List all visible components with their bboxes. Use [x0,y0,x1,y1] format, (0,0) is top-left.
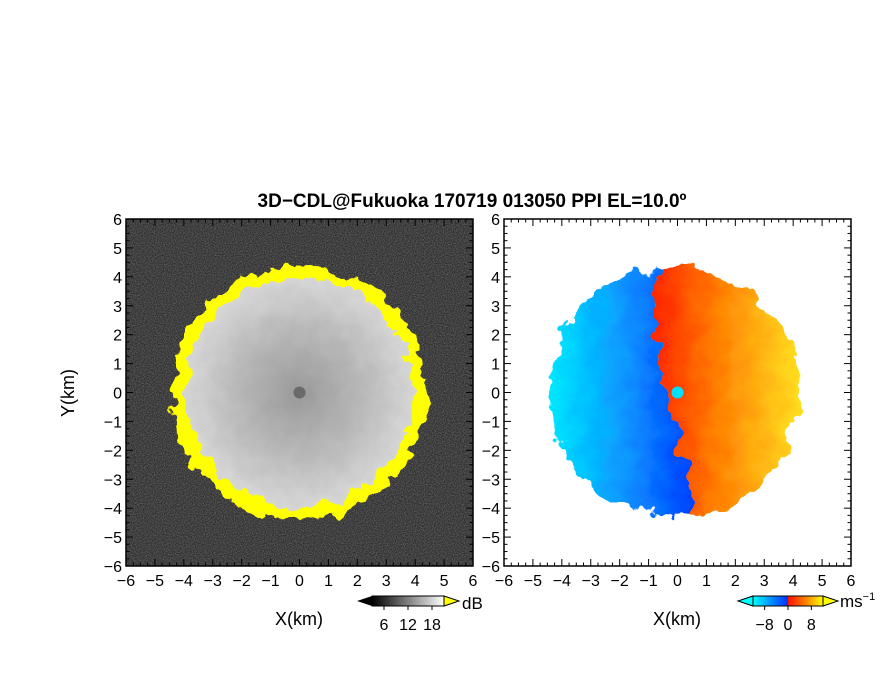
y-tick-label: −6 [104,559,122,576]
x-tick-label: −1 [639,573,657,590]
y-tick-label: 1 [491,357,500,374]
y-tick-label: −2 [104,443,122,460]
x-tick-label: −4 [553,573,571,590]
y-tick-label: −5 [482,530,500,547]
right-panel-velocity: −6 −5 −4 −3 −2 −1 0 1 2 3 4 5 6 −6 −5 −4 −3 −2 −1 0 1 2 3 4 5 6 X… [482,212,856,629]
left-y-axis-label: Y(km) [58,369,78,417]
x-tick-label: 3 [382,573,391,590]
x-tick-label: 5 [440,573,449,590]
y-tick-label: −2 [482,443,500,460]
right-colorbar-unit-exponent: −1 [863,591,876,603]
y-tick-label: −5 [104,530,122,547]
left-panel-intensity: −6 −5 −4 −3 −2 −1 0 1 2 3 4 5 6 −6 −5 −4 −3 −2 −1 0 1 2 3 4 5 6 X… [58,212,478,629]
right-colorbar-unit: ms [840,592,863,611]
right-axis-ticks: −6 −5 −4 −3 −2 −1 0 1 2 3 4 5 6 −6 −5 −4 −3 −2 −1 0 1 2 3 4 5 6 [482,212,856,590]
y-tick-label: 2 [491,328,500,345]
y-tick-label: 6 [113,212,122,229]
right-colorbar-bar [752,595,824,607]
colorbar-tick-label: 0 [784,617,793,634]
x-tick-label: 0 [673,573,682,590]
right-receding-region [654,267,800,517]
y-tick-label: −1 [104,414,122,431]
colorbar-tick-label: −8 [756,617,774,634]
y-tick-label: 6 [491,212,500,229]
x-tick-label: −2 [611,573,629,590]
x-tick-label: 1 [702,573,711,590]
x-tick-label: 2 [731,573,740,590]
left-colorbar-ticks: 6 12 18 [380,606,441,634]
y-tick-label: −3 [104,472,122,489]
y-tick-label: −1 [482,414,500,431]
x-tick-label: 3 [760,573,769,590]
left-x-axis-label: X(km) [275,609,323,629]
y-tick-label: 4 [491,270,500,287]
left-axis-ticks: −6 −5 −4 −3 −2 −1 0 1 2 3 4 5 6 −6 −5 −4 −3 −2 −1 0 1 2 3 4 5 6 [104,212,478,590]
x-tick-label: 4 [789,573,798,590]
right-colorbar-label: ms−1 [840,591,875,611]
x-tick-label: −1 [261,573,279,590]
x-tick-label: −6 [495,573,513,590]
x-tick-label: −2 [233,573,251,590]
right-radar-center [671,386,684,399]
x-tick-label: −5 [524,573,542,590]
x-tick-label: 6 [847,573,856,590]
x-tick-label: 5 [818,573,827,590]
left-colorbar-label: dB [462,594,483,613]
x-tick-label: 6 [469,573,478,590]
y-tick-label: −4 [482,501,500,518]
x-tick-label: 1 [324,573,333,590]
y-tick-label: 4 [113,270,122,287]
x-tick-label: 0 [295,573,304,590]
y-tick-label: −6 [482,559,500,576]
x-tick-label: −6 [117,573,135,590]
figure-title: 3D−CDL@Fukuoka 170719 013050 PPI EL=10.0… [258,191,687,212]
right-colorbar-under-arrow [736,595,754,607]
x-tick-label: 4 [411,573,420,590]
left-colorbar-bar [371,595,445,607]
x-tick-label: −3 [582,573,600,590]
y-tick-label: 1 [113,357,122,374]
right-colorbar-over-arrow [822,595,840,607]
y-tick-label: −3 [482,472,500,489]
y-tick-label: 0 [113,386,122,403]
y-tick-label: 0 [491,386,500,403]
y-tick-label: 3 [113,299,122,316]
left-colorbar: 6 12 18 dB [357,594,483,634]
right-approaching-region [549,268,690,518]
y-tick-label: 5 [491,241,500,258]
right-x-axis-label: X(km) [653,609,701,629]
left-radar-center [293,386,306,399]
x-tick-label: −3 [204,573,222,590]
colorbar-tick-label: 18 [423,617,441,634]
x-tick-label: −4 [175,573,193,590]
left-colorbar-under-arrow [357,596,372,606]
y-tick-label: −4 [104,501,122,518]
right-colorbar: −8 0 8 ms−1 [736,591,875,634]
x-tick-label: −5 [146,573,164,590]
colorbar-tick-label: 6 [380,617,389,634]
y-tick-label: 5 [113,241,122,258]
left-colorbar-over-arrow [443,595,461,607]
y-tick-label: 3 [491,299,500,316]
right-colorbar-ticks: −8 0 8 [756,606,816,634]
y-tick-label: 2 [113,328,122,345]
x-tick-label: 2 [353,573,362,590]
colorbar-tick-label: 12 [399,617,417,634]
colorbar-tick-label: 8 [807,617,816,634]
